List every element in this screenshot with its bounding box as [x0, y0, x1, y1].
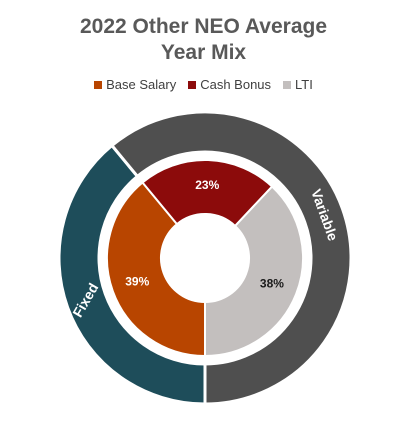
legend-item: Cash Bonus — [188, 77, 271, 92]
outer-segment — [57, 143, 207, 406]
chart-title: 2022 Other NEO Average Year Mix — [79, 15, 328, 64]
legend-swatch — [188, 80, 197, 89]
legend-swatch — [94, 80, 103, 89]
outer-segment — [109, 110, 353, 406]
data-label: 39% — [125, 275, 149, 289]
inner-segment — [141, 159, 274, 228]
data-label: 23% — [195, 178, 219, 192]
inner-segment — [204, 185, 304, 358]
legend-label: Base Salary — [106, 77, 177, 92]
inner-segment — [106, 181, 206, 358]
legend-item: LTI — [283, 77, 313, 92]
legend-label: Cash Bonus — [200, 77, 272, 92]
legend-label: LTI — [295, 77, 313, 92]
legend-swatch — [283, 80, 292, 89]
legend-item: Base Salary — [94, 77, 176, 92]
legend: Base Salary Cash Bonus LTI — [0, 77, 407, 92]
data-label: 38% — [260, 277, 284, 291]
